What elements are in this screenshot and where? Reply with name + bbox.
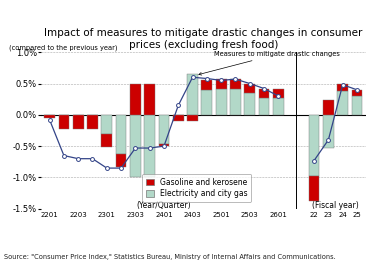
Bar <box>337 91 348 115</box>
Bar <box>187 74 198 115</box>
Bar <box>259 98 269 115</box>
Bar <box>216 79 226 88</box>
Legend: Gasoline and kerosene, Electricity and city gas: Gasoline and kerosene, Electricity and c… <box>142 174 251 202</box>
Bar <box>187 115 198 121</box>
Bar <box>130 84 141 115</box>
Bar <box>230 79 241 88</box>
Bar <box>337 84 348 91</box>
Text: Source: "Consumer Price Index," Statistics Bureau, Ministry of Internal Affairs : Source: "Consumer Price Index," Statisti… <box>4 254 335 260</box>
Bar <box>244 84 255 93</box>
Bar <box>309 115 319 176</box>
Bar <box>259 88 269 98</box>
Bar <box>323 115 334 148</box>
Bar <box>323 100 334 115</box>
Bar <box>309 176 319 201</box>
Bar <box>201 80 212 90</box>
Text: (compared to the previous year): (compared to the previous year) <box>9 44 117 51</box>
Bar <box>144 84 155 115</box>
Text: (Year/Quarter): (Year/Quarter) <box>137 201 191 210</box>
Bar <box>116 154 126 168</box>
Bar <box>273 88 284 98</box>
Bar <box>87 115 98 129</box>
Bar <box>144 115 155 177</box>
Bar <box>230 88 241 115</box>
Bar <box>44 115 55 118</box>
Bar <box>352 90 362 96</box>
Bar <box>101 115 112 134</box>
Bar <box>116 115 126 154</box>
Text: Measures to mitigate drastic changes: Measures to mitigate drastic changes <box>199 51 340 75</box>
Bar <box>159 115 169 144</box>
Bar <box>159 144 169 146</box>
Text: (Fiscal year): (Fiscal year) <box>312 201 359 210</box>
Bar <box>216 88 226 115</box>
Bar <box>352 96 362 115</box>
Bar <box>173 115 184 121</box>
Bar <box>73 115 84 129</box>
Bar <box>244 93 255 115</box>
Bar <box>130 115 141 177</box>
Bar <box>201 90 212 115</box>
Title: Impact of measures to mitigate drastic changes in consumer
prices (excluding fre: Impact of measures to mitigate drastic c… <box>44 28 363 50</box>
Bar <box>101 134 112 147</box>
Bar <box>273 98 284 115</box>
Bar <box>59 115 69 129</box>
